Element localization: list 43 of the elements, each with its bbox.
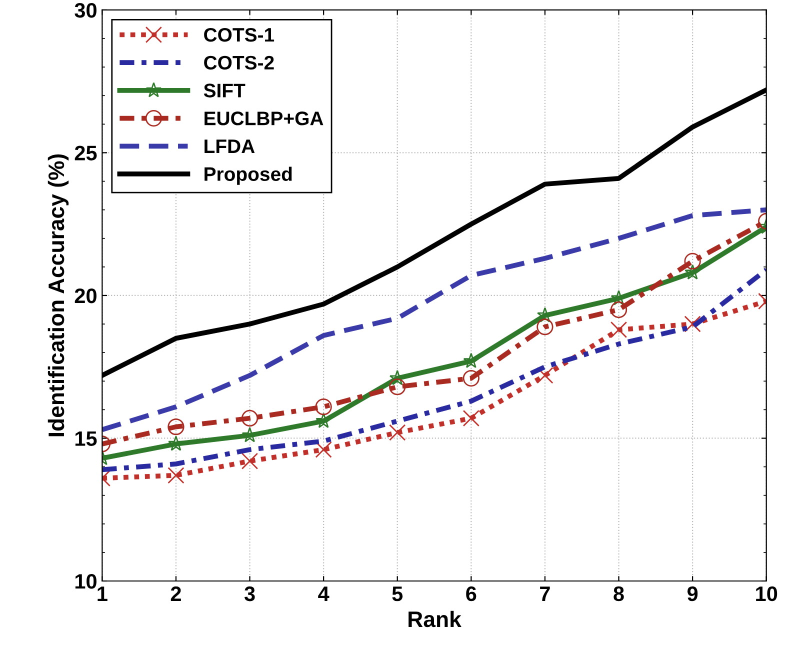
- x-tick-label: 1: [98, 586, 108, 601]
- legend-label: Proposed: [204, 166, 292, 185]
- y-tick-label: 30: [74, 2, 96, 18]
- point: [389, 378, 406, 396]
- x-tick-label: 8: [614, 586, 624, 602]
- x-tick-label: 2: [170, 586, 181, 601]
- legend-label: EUCLBP+GA: [204, 112, 324, 126]
- x-tick-label: 5: [392, 586, 403, 602]
- point: [316, 412, 332, 428]
- point: [684, 316, 701, 332]
- point: [168, 418, 184, 436]
- point: [241, 452, 258, 470]
- point: [315, 398, 332, 416]
- point: [536, 318, 554, 336]
- point: [315, 441, 332, 458]
- line-series: [102, 267, 766, 472]
- point: [463, 352, 480, 368]
- point: [168, 467, 184, 484]
- y-tick-label: 15: [75, 431, 97, 446]
- y-tick-label: 25: [74, 146, 97, 160]
- point: [241, 410, 258, 427]
- legend-label: COTS-2: [204, 56, 274, 70]
- legend-label: COTS-1: [204, 28, 274, 42]
- legend-label: LFDA: [204, 140, 255, 153]
- x-tick-label: 10: [756, 586, 778, 602]
- y-tick-label: 20: [74, 288, 96, 304]
- y-axis-title: Identification Accuracy (%): [48, 154, 69, 436]
- point: [610, 301, 628, 318]
- x-tick-label: 6: [466, 586, 476, 602]
- point: [168, 436, 184, 451]
- point: [462, 410, 480, 427]
- point: [684, 264, 701, 280]
- x-tick-label: 7: [540, 586, 550, 601]
- point: [684, 252, 701, 270]
- y-tick-label: 10: [75, 574, 96, 589]
- point: [389, 424, 406, 441]
- x-tick-label: 3: [244, 586, 255, 602]
- x-tick-label: 4: [318, 586, 330, 601]
- x-axis-title: Rank: [408, 610, 462, 628]
- legend-label: SIFT: [204, 84, 246, 98]
- x-tick-label: 9: [687, 586, 698, 602]
- point: [462, 370, 480, 387]
- point: [610, 321, 628, 338]
